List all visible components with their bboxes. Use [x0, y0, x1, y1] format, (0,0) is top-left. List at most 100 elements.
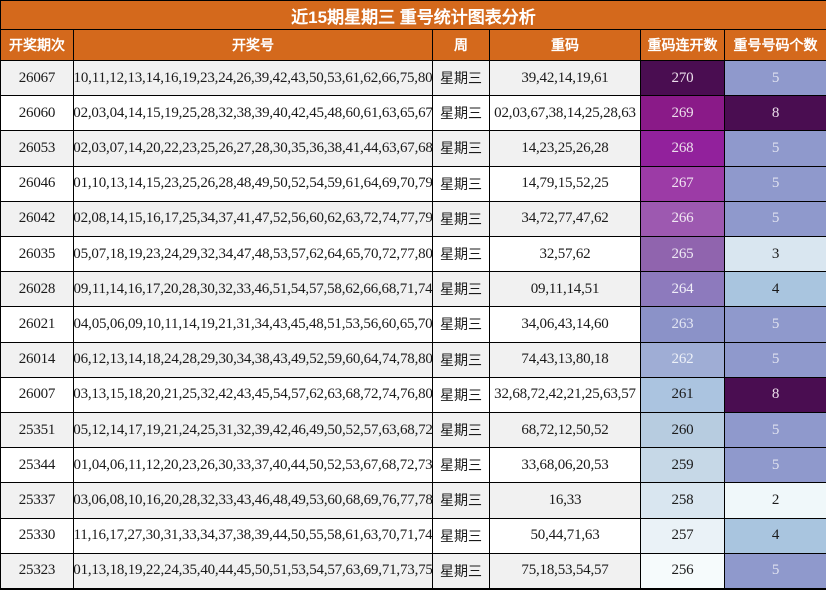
cell-repeat-codes: 50,44,71,63 — [490, 518, 641, 554]
cell-period: 26007 — [1, 377, 74, 413]
table-row: 25344 01,04,06,11,12,20,23,26,30,33,37,4… — [1, 448, 826, 484]
cell-period: 25337 — [1, 483, 74, 519]
table-row: 26007 03,13,15,18,20,21,25,32,42,43,45,5… — [1, 377, 826, 413]
cell-numbers: 02,08,14,15,16,17,25,34,37,41,47,52,56,6… — [74, 201, 433, 237]
cell-streak: 261 — [641, 377, 725, 413]
table-row: 26014 06,12,13,14,18,24,28,29,30,34,38,4… — [1, 342, 826, 378]
cell-repeat-codes: 02,03,67,38,14,25,28,63 — [490, 96, 641, 132]
cell-numbers: 06,12,13,14,18,24,28,29,30,34,38,43,49,5… — [74, 342, 433, 378]
table-row: 26053 02,03,07,14,20,22,23,25,26,27,28,3… — [1, 131, 826, 167]
cell-streak: 263 — [641, 307, 725, 343]
cell-streak: 262 — [641, 342, 725, 378]
cell-repeat-count: 5 — [725, 413, 826, 449]
cell-numbers: 02,03,07,14,20,22,23,25,26,27,28,30,35,3… — [74, 131, 433, 167]
cell-week: 星期三 — [433, 96, 490, 132]
cell-repeat-codes: 14,79,15,52,25 — [490, 166, 641, 202]
cell-numbers: 10,11,12,13,14,16,19,23,24,26,39,42,43,5… — [74, 61, 433, 97]
cell-numbers: 01,10,13,14,15,23,25,26,28,48,49,50,52,5… — [74, 166, 433, 202]
page-title: 近15期星期三 重号统计图表分析 — [1, 1, 826, 30]
cell-numbers: 04,05,06,09,10,11,14,19,21,31,34,43,45,4… — [74, 307, 433, 343]
cell-numbers: 05,12,14,17,19,21,24,25,31,32,39,42,46,4… — [74, 413, 433, 449]
cell-numbers: 11,16,17,27,30,31,33,34,37,38,39,44,50,5… — [74, 518, 433, 554]
cell-streak: 266 — [641, 201, 725, 237]
cell-numbers: 01,13,18,19,22,24,35,40,44,45,50,51,53,5… — [74, 553, 433, 589]
cell-repeat-codes: 39,42,14,19,61 — [490, 61, 641, 97]
cell-period: 25323 — [1, 553, 74, 589]
column-header-numbers: 开奖号 — [74, 30, 433, 61]
cell-streak: 270 — [641, 61, 725, 97]
cell-period: 26046 — [1, 166, 74, 202]
cell-numbers: 09,11,14,16,17,20,28,30,32,33,46,51,54,5… — [74, 272, 433, 308]
cell-week: 星期三 — [433, 553, 490, 589]
cell-week: 星期三 — [433, 377, 490, 413]
table-row: 26046 01,10,13,14,15,23,25,26,28,48,49,5… — [1, 166, 826, 202]
cell-repeat-codes: 68,72,12,50,52 — [490, 413, 641, 449]
cell-period: 26028 — [1, 272, 74, 308]
cell-repeat-count: 5 — [725, 448, 826, 484]
cell-streak: 257 — [641, 518, 725, 554]
cell-streak: 256 — [641, 553, 725, 589]
cell-period: 25351 — [1, 413, 74, 449]
cell-repeat-codes: 32,68,72,42,21,25,63,57 — [490, 377, 641, 413]
table-row: 25351 05,12,14,17,19,21,24,25,31,32,39,4… — [1, 413, 826, 449]
cell-repeat-codes: 09,11,14,51 — [490, 272, 641, 308]
table-row: 26060 02,03,04,14,15,19,25,28,32,38,39,4… — [1, 96, 826, 132]
cell-repeat-count: 5 — [725, 553, 826, 589]
cell-repeat-count: 5 — [725, 131, 826, 167]
cell-week: 星期三 — [433, 448, 490, 484]
cell-streak: 264 — [641, 272, 725, 308]
cell-period: 26021 — [1, 307, 74, 343]
cell-period: 26067 — [1, 61, 74, 97]
cell-period: 26060 — [1, 96, 74, 132]
cell-week: 星期三 — [433, 61, 490, 97]
cell-repeat-count: 8 — [725, 96, 826, 132]
cell-week: 星期三 — [433, 342, 490, 378]
table-row: 26021 04,05,06,09,10,11,14,19,21,31,34,4… — [1, 307, 826, 343]
cell-streak: 269 — [641, 96, 725, 132]
cell-repeat-count: 3 — [725, 237, 826, 273]
column-header-period: 开奖期次 — [1, 30, 74, 61]
cell-week: 星期三 — [433, 166, 490, 202]
cell-week: 星期三 — [433, 237, 490, 273]
cell-streak: 259 — [641, 448, 725, 484]
cell-period: 26053 — [1, 131, 74, 167]
column-header-repeat-count: 重号号码个数 — [725, 30, 826, 61]
cell-repeat-count: 8 — [725, 377, 826, 413]
cell-period: 25344 — [1, 448, 74, 484]
cell-streak: 268 — [641, 131, 725, 167]
table-header-row: 开奖期次 开奖号 周 重码 重码连开数 重号号码个数 — [1, 30, 826, 61]
cell-week: 星期三 — [433, 518, 490, 554]
table-row: 25323 01,13,18,19,22,24,35,40,44,45,50,5… — [1, 553, 826, 589]
cell-period: 26035 — [1, 237, 74, 273]
cell-streak: 267 — [641, 166, 725, 202]
cell-streak: 258 — [641, 483, 725, 519]
table-row: 25337 03,06,08,10,16,20,28,32,33,43,46,4… — [1, 483, 826, 519]
cell-week: 星期三 — [433, 483, 490, 519]
cell-repeat-count: 5 — [725, 61, 826, 97]
table-row: 26042 02,08,14,15,16,17,25,34,37,41,47,5… — [1, 201, 826, 237]
cell-numbers: 01,04,06,11,12,20,23,26,30,33,37,40,44,5… — [74, 448, 433, 484]
cell-numbers: 02,03,04,14,15,19,25,28,32,38,39,40,42,4… — [74, 96, 433, 132]
table-row: 26028 09,11,14,16,17,20,28,30,32,33,46,5… — [1, 272, 826, 308]
cell-repeat-count: 4 — [725, 518, 826, 554]
cell-repeat-count: 2 — [725, 483, 826, 519]
cell-week: 星期三 — [433, 272, 490, 308]
column-header-week: 周 — [433, 30, 490, 61]
cell-repeat-codes: 34,72,77,47,62 — [490, 201, 641, 237]
cell-repeat-codes: 14,23,25,26,28 — [490, 131, 641, 167]
cell-repeat-count: 5 — [725, 166, 826, 202]
cell-repeat-count: 4 — [725, 272, 826, 308]
cell-period: 26014 — [1, 342, 74, 378]
cell-repeat-codes: 34,06,43,14,60 — [490, 307, 641, 343]
table-row: 25330 11,16,17,27,30,31,33,34,37,38,39,4… — [1, 518, 826, 554]
cell-numbers: 03,13,15,18,20,21,25,32,42,43,45,54,57,6… — [74, 377, 433, 413]
cell-week: 星期三 — [433, 413, 490, 449]
column-header-repeat-codes: 重码 — [490, 30, 641, 61]
cell-repeat-count: 5 — [725, 342, 826, 378]
cell-repeat-codes: 16,33 — [490, 483, 641, 519]
cell-period: 26042 — [1, 201, 74, 237]
cell-week: 星期三 — [433, 307, 490, 343]
cell-numbers: 03,06,08,10,16,20,28,32,33,43,46,48,49,5… — [74, 483, 433, 519]
cell-repeat-count: 5 — [725, 201, 826, 237]
